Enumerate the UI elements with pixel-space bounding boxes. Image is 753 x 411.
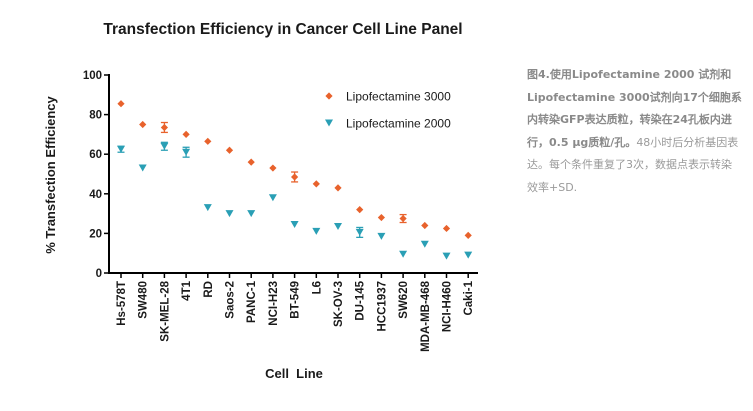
y-tick-label: 80: [89, 110, 102, 122]
x-tick-label: SK-MEL-28: [159, 280, 171, 341]
lipo2000-point: [312, 227, 321, 235]
lipo2000-point: [399, 250, 408, 258]
x-tick-label: SW620: [398, 281, 410, 319]
y-tick-label: 100: [83, 70, 102, 82]
lipo3000-point: [204, 137, 212, 145]
lipo3000-point: [160, 123, 168, 132]
lipo3000-point: [247, 158, 255, 166]
lipo3000-point: [421, 221, 429, 230]
x-tick-label: NCI-H460: [442, 281, 454, 332]
caption-normal-text: 48小时后分析基因表达。每个条件重复了3次，数据点表示转染效率+SD.: [527, 135, 739, 194]
x-tick-label: RD: [203, 281, 215, 298]
lipo3000-point: [139, 120, 147, 129]
legend-marker-lipo3000: [325, 92, 333, 100]
lipo3000-point: [399, 214, 407, 223]
lipo3000-point: [182, 130, 190, 138]
lipo2000-point: [247, 210, 256, 218]
lipo2000-point: [442, 252, 451, 260]
lipo2000-point: [225, 210, 234, 218]
x-axis-label: Cell Line: [265, 366, 323, 381]
y-axis-label: % Transfection Efficiency: [43, 95, 58, 253]
lipo2000-point: [203, 204, 212, 212]
lipo3000-point: [377, 213, 385, 222]
chart-title: Transfection Efficiency in Cancer Cell L…: [103, 21, 462, 38]
lipo3000-point: [117, 100, 125, 108]
lipo3000-point: [269, 164, 277, 172]
lipo3000-point: [356, 206, 364, 214]
lipo2000-point: [334, 222, 342, 230]
legend-label-lipo2000: Lipofectamine 2000: [346, 117, 451, 131]
x-tick-label: NCI-H23: [268, 281, 280, 326]
lipo3000-point: [464, 231, 472, 239]
lipo3000-point: [225, 146, 234, 154]
x-tick-label: MDA-MB-468: [420, 280, 432, 352]
lipo2000-point: [377, 232, 386, 240]
x-tick-label: Saos-2: [225, 281, 237, 319]
y-tick-label: 40: [89, 189, 102, 201]
caption-bold-text: 图4.使用Lipofectamine 2000 试剂和Lipofectamine…: [527, 68, 742, 149]
x-tick-label: 4T1: [181, 280, 193, 300]
x-tick-label: BT-549: [290, 281, 302, 319]
y-tick-label: 60: [89, 149, 102, 161]
lipo2000-point: [138, 164, 147, 172]
lipo2000-point: [160, 142, 169, 150]
x-tick-label: Caki-1: [463, 280, 475, 315]
lipo2000-point: [117, 145, 125, 153]
lipo3000-point: [312, 180, 320, 188]
legend-label-lipo3000: Lipofectamine 3000: [346, 90, 451, 104]
y-tick-label: 20: [89, 228, 102, 240]
x-tick-label: PANC-1: [246, 280, 258, 323]
x-tick-label: SW480: [138, 281, 150, 319]
lipo2000-point: [355, 228, 364, 236]
lipo2000-point: [420, 240, 429, 248]
x-tick-label: DU-145: [355, 280, 367, 320]
lipo3000-point: [291, 173, 299, 181]
x-tick-label: HCC1937: [376, 281, 388, 332]
legend-marker-lipo2000: [325, 119, 333, 127]
lipo2000-point: [268, 194, 277, 202]
lipo2000-point: [182, 148, 191, 156]
chart: Transfection Efficiency in Cancer Cell L…: [43, 21, 478, 381]
figure-caption: 图4.使用Lipofectamine 2000 试剂和Lipofectamine…: [527, 64, 742, 199]
x-tick-label: Hs-578T: [116, 281, 128, 326]
y-tick-label: 0: [96, 268, 102, 280]
lipo3000-point: [442, 224, 451, 233]
lipo2000-point: [464, 251, 473, 259]
lipo3000-point: [334, 184, 342, 192]
x-tick-label: L6: [311, 281, 323, 294]
lipo2000-point: [290, 220, 299, 228]
x-tick-label: SK-OV-3: [333, 281, 345, 327]
